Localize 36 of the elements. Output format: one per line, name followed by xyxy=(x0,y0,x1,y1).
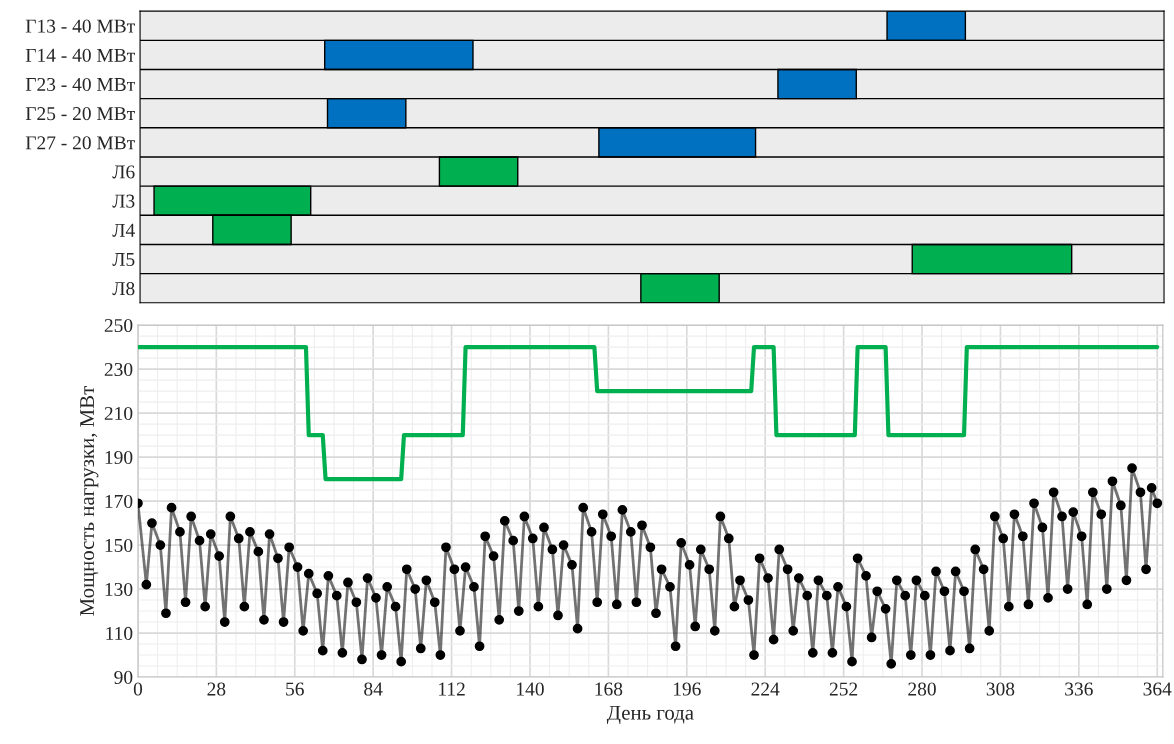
y-tick-label: Г14 - 40 МВт xyxy=(25,48,135,62)
y-tick-label: 150 xyxy=(105,538,133,553)
y-tick-label: 90 xyxy=(114,670,133,684)
y-tick-label: Г25 - 20 МВт xyxy=(25,107,135,121)
x-tick-label: 84 xyxy=(364,682,383,696)
x-tick-label: 252 xyxy=(829,682,858,696)
x-tick-label: 112 xyxy=(439,682,465,696)
x-tick-label: 224 xyxy=(751,682,780,696)
y-tick-label: 210 xyxy=(104,406,133,421)
x-tick-label: 196 xyxy=(673,682,701,696)
x-tick-label: 364 xyxy=(1143,682,1172,696)
y-tick-label: 230 xyxy=(104,362,133,377)
y-tick-label: Л5 xyxy=(112,253,135,266)
y-tick-label: 250 xyxy=(104,318,133,333)
y-tick-label: Л4 xyxy=(112,223,135,237)
y-tick-label: Л6 xyxy=(112,165,135,179)
y-axis-title: Мощность нагрузки, МВт xyxy=(80,386,99,616)
x-tick-label: 140 xyxy=(517,682,544,696)
y-tick-label: Л3 xyxy=(112,194,135,208)
x-tick-label: 168 xyxy=(595,682,623,696)
x-tick-label: 280 xyxy=(908,682,936,696)
y-tick-label: 190 xyxy=(105,450,133,465)
x-tick-label: 336 xyxy=(1065,682,1093,696)
y-tick-label: 130 xyxy=(105,582,133,596)
y-tick-label: Г27 - 20 МВт xyxy=(25,136,135,150)
x-tick-label: 0 xyxy=(133,682,143,696)
x-tick-label: 308 xyxy=(986,682,1015,696)
y-tick-label: Л8 xyxy=(112,282,135,296)
y-tick-label: Г23 - 40 МВт xyxy=(25,77,135,92)
y-tick-label: 110 xyxy=(106,626,133,640)
x-tick-label: 56 xyxy=(286,682,304,696)
x-tick-label: 28 xyxy=(207,682,226,696)
y-tick-label: Г13 - 40 МВт xyxy=(25,19,135,33)
x-axis-title: День года xyxy=(606,705,694,724)
y-tick-label: 170 xyxy=(105,494,133,509)
line-series xyxy=(137,345,1160,482)
